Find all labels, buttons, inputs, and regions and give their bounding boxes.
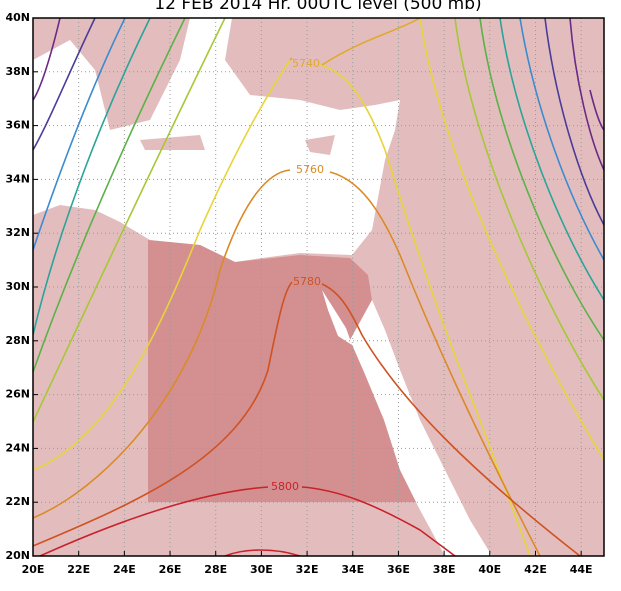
contour-line	[33, 169, 541, 556]
contour-label: 5780	[293, 275, 321, 288]
x-tick-label: 42E	[524, 563, 547, 576]
contour-line	[224, 549, 301, 556]
red-sea	[350, 300, 492, 556]
x-tick-label: 36E	[387, 563, 410, 576]
y-tick-label: 40N	[5, 11, 30, 24]
x-tick-label: 20E	[22, 563, 45, 576]
contour-line	[33, 59, 291, 471]
contour-line	[33, 18, 61, 101]
contour-line	[33, 18, 151, 336]
y-tick-label: 28N	[5, 334, 30, 347]
contour-line	[289, 18, 421, 66]
contour-label: 5800	[271, 480, 299, 493]
y-tick-label: 22N	[5, 495, 30, 508]
x-tick-label: 34E	[341, 563, 364, 576]
y-tick-label: 36N	[5, 119, 30, 132]
contour-line	[39, 486, 456, 556]
x-tick-label: 22E	[67, 563, 90, 576]
cyprus	[305, 135, 335, 155]
contour-line	[419, 18, 604, 461]
y-tick-label: 38N	[5, 65, 30, 78]
mediterranean-sea	[33, 18, 400, 262]
egypt	[148, 240, 420, 502]
contour-line	[544, 18, 604, 226]
y-tick-label: 30N	[5, 280, 30, 293]
title: 12 FEB 2014 Hr. 00UTC level (500 mb)	[154, 0, 481, 14]
x-tick-label: 28E	[204, 563, 227, 576]
y-tick-label: 32N	[5, 226, 30, 239]
contour-line	[589, 89, 604, 131]
x-tick-label: 30E	[250, 563, 273, 576]
contour-line	[479, 18, 604, 341]
contour-line	[33, 281, 581, 556]
y-tick-label: 20N	[5, 549, 30, 562]
contour-line	[319, 64, 531, 556]
y-tick-label: 34N	[5, 172, 30, 185]
contour-line	[33, 18, 96, 151]
y-tick-label: 26N	[5, 388, 30, 401]
x-tick-label: 32E	[296, 563, 319, 576]
contour-line	[33, 18, 126, 251]
contour-line	[499, 18, 604, 301]
contour-line	[33, 18, 226, 423]
contour-line	[454, 18, 604, 401]
contour-line	[569, 18, 604, 171]
contour-line	[519, 18, 604, 261]
contour-line	[33, 18, 186, 373]
gulf-of-suez	[322, 290, 352, 345]
crete	[140, 135, 205, 150]
x-tick-label: 24E	[113, 563, 136, 576]
x-tick-label: 26E	[159, 563, 182, 576]
contour-label: 5740	[292, 57, 320, 70]
y-tick-label: 24N	[5, 441, 30, 454]
x-tick-label: 44E	[570, 563, 593, 576]
x-tick-label: 40E	[478, 563, 501, 576]
x-tick-label: 38E	[433, 563, 456, 576]
contour-label: 5760	[296, 163, 324, 176]
